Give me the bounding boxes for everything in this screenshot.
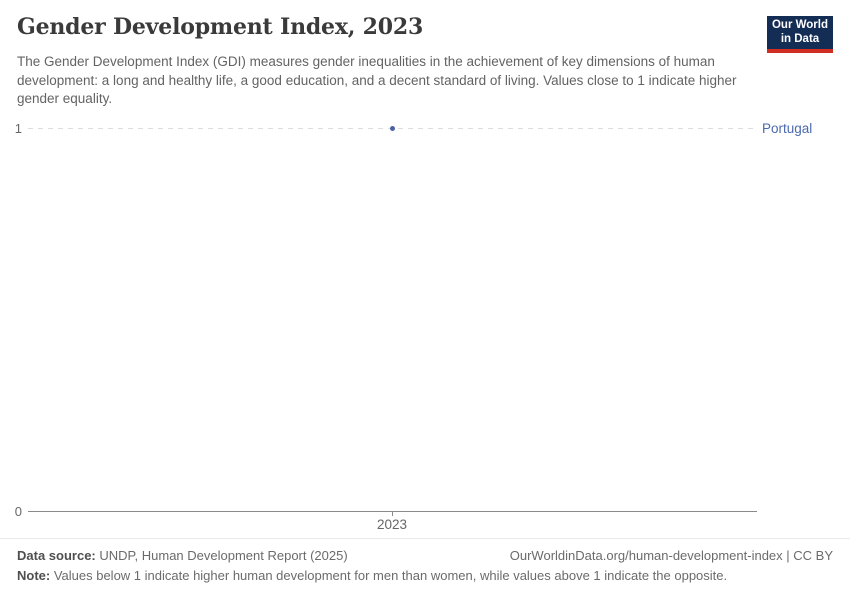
data-source-value: UNDP, Human Development Report (2025) (95, 548, 348, 563)
note-line: Note: Values below 1 indicate higher hum… (17, 568, 833, 583)
entity-label-portugal[interactable]: Portugal (762, 121, 813, 136)
data-point-portugal[interactable] (389, 125, 395, 131)
owid-logo-line1: Our World (771, 19, 828, 31)
footer-divider (0, 538, 850, 539)
note-value: Values below 1 indicate higher human dev… (50, 568, 728, 583)
y-axis-tick-1: 1 (14, 121, 22, 136)
x-axis-tick-label: 2023 (376, 517, 408, 532)
y-axis-tick-0: 0 (14, 504, 22, 519)
rights-link[interactable]: OurWorldinData.org/human-development-ind… (509, 548, 833, 563)
page-title: Gender Development Index, 2023 (17, 14, 424, 40)
owid-logo[interactable]: Our World in Data (767, 16, 833, 53)
x-axis-tick-mark (392, 511, 393, 516)
chart-subtitle: The Gender Development Index (GDI) measu… (17, 54, 737, 106)
data-source-line: Data source: UNDP, Human Development Rep… (17, 548, 348, 563)
note-label: Note: (17, 568, 51, 583)
data-source-label: Data source: (17, 548, 96, 563)
owid-logo-line2: in Data (780, 32, 820, 45)
